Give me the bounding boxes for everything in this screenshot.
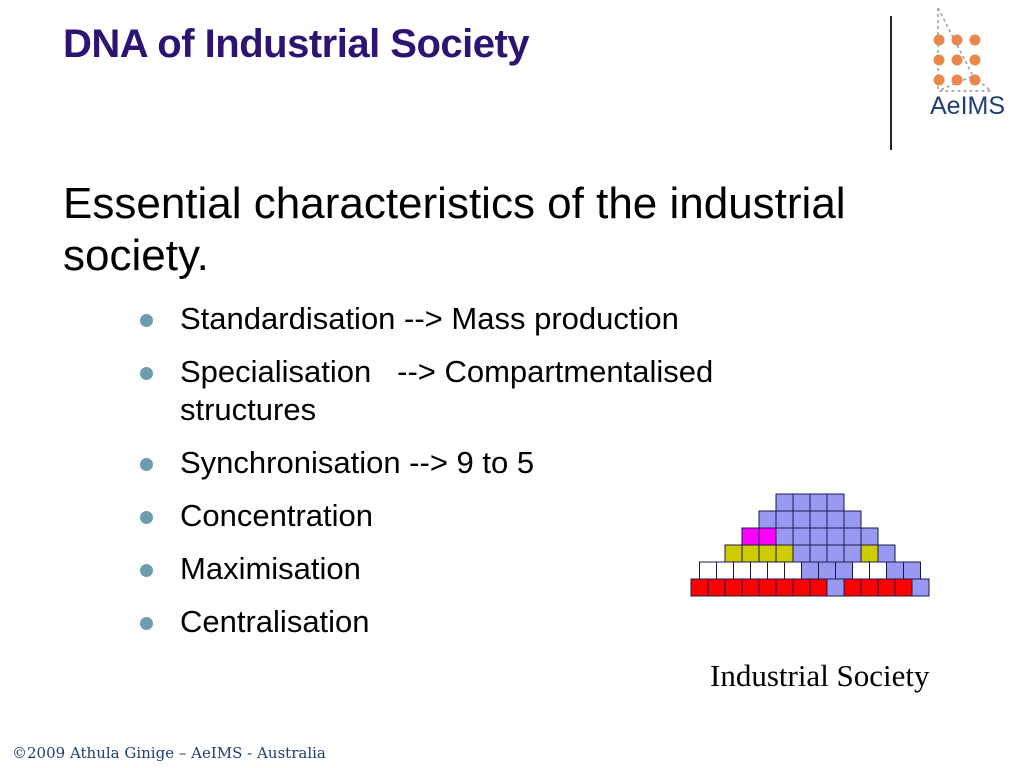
bullet-item: Synchronisation --> 9 to 5 [140,444,840,482]
bullet-text: Standardisation --> Mass production [180,301,679,336]
footer-copyright: ©2009 Athula Ginige – AeIMS - Australia [12,744,326,762]
title-divider [890,16,892,150]
pyramid-cell [826,510,845,529]
pyramid-cell [758,544,777,563]
pyramid-cell [886,561,904,580]
figure-caption: Industrial Society [710,658,930,693]
pyramid-cell [699,561,717,580]
pyramid-cell [716,561,734,580]
pyramid-cell [707,578,726,597]
pyramid-cell [843,510,862,529]
bullet-dot-icon [140,564,153,577]
logo-dot [933,74,945,86]
pyramid-cell [775,544,794,563]
bullet-item: Centralisation [140,603,840,641]
logo-dot [969,34,981,46]
pyramid-cell [860,578,879,597]
pyramid-cell [792,578,811,597]
bullet-dot-icon [140,617,153,630]
pyramid-cell [758,527,777,546]
pyramid-cell [750,561,768,580]
pyramid-cell [733,561,751,580]
bullet-dot-icon [140,314,153,327]
bullet-text: Specialisation --> Compartmentalised str… [180,354,722,427]
bullet-dot-icon [140,367,153,380]
logo-dot [969,74,981,86]
pyramid-cell [869,561,887,580]
pyramid-cell [741,544,760,563]
logo-dot [969,54,981,66]
pyramid-cell [852,561,870,580]
slide-title: DNA of Industrial Society [63,22,530,66]
pyramid-cell [809,493,828,512]
bullet-item: Concentration [140,497,840,535]
bullet-dot-icon [140,511,153,524]
bullet-text: Maximisation [180,551,361,586]
pyramid-cell [843,578,862,597]
pyramid-cell [724,544,743,563]
pyramid-cell [792,493,811,512]
logo-dot [951,74,963,86]
pyramid-cell [826,527,845,546]
pyramid-cell [826,544,845,563]
pyramid-cell [801,561,819,580]
pyramid-cell [690,578,709,597]
pyramid-cell [818,561,836,580]
pyramid-cell [758,510,777,529]
pyramid-cell [809,544,828,563]
pyramid-cell [843,527,862,546]
pyramid-cell [741,527,760,546]
pyramid-cell [860,544,879,563]
pyramid-cell [809,510,828,529]
pyramid-cell [767,561,785,580]
bullet-text: Synchronisation --> 9 to 5 [180,445,535,480]
bullet-text: Centralisation [180,604,370,639]
pyramid-cell [826,493,845,512]
pyramid-cell [775,578,794,597]
bullet-text: Concentration [180,498,374,533]
pyramid-cell [809,527,828,546]
pyramid-cell [894,578,913,597]
slide-heading: Essential characteristics of the industr… [63,179,846,280]
bullet-dot-icon [140,458,153,471]
pyramid-cell [784,561,802,580]
pyramid-cell [843,544,862,563]
logo-dot [951,54,963,66]
logo-dot [933,54,945,66]
pyramid-cell [792,544,811,563]
pyramid-cell [792,510,811,529]
pyramid-cell [877,544,896,563]
pyramid-cell [877,578,896,597]
pyramid-cell [911,578,930,597]
industrial-society-pyramid [690,493,930,597]
pyramid-cell [775,493,794,512]
pyramid-cell [826,578,845,597]
pyramid-cell [724,578,743,597]
bullet-item: Specialisation --> Compartmentalised str… [140,353,840,429]
pyramid-cell [741,578,760,597]
logo-dot [951,34,963,46]
pyramid-cell [809,578,828,597]
pyramid-cell [903,561,921,580]
bullet-item: Standardisation --> Mass production [140,300,840,338]
pyramid-cell [758,578,777,597]
pyramid-cell [860,527,879,546]
pyramid-cell [792,527,811,546]
bullet-item: Maximisation [140,550,840,588]
bullet-list: Standardisation --> Mass production Spec… [140,300,840,656]
pyramid-cell [775,510,794,529]
pyramid-cell [775,527,794,546]
logo-dot [933,34,945,46]
pyramid-cell [835,561,853,580]
logo-text: AeIMS [930,92,1006,120]
aeims-logo-icon [933,7,994,92]
